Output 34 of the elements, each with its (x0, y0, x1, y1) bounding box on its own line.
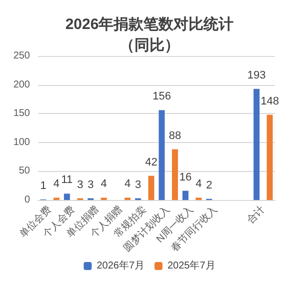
data-label: 11 (61, 174, 73, 186)
data-label: 3 (88, 178, 94, 191)
legend-label: 2025年7月 (168, 260, 216, 272)
y-tick-label: 50 (18, 166, 30, 177)
data-label: 156 (152, 90, 171, 103)
data-label: 148 (260, 95, 279, 108)
x-tick-label: 合计 (244, 203, 268, 226)
data-label: 16 (179, 171, 192, 184)
bar (266, 114, 273, 200)
data-label: 88 (168, 130, 182, 142)
bar (158, 110, 165, 200)
y-tick-label: 200 (13, 79, 30, 90)
bar (254, 88, 260, 200)
data-label: 4 (53, 178, 60, 190)
y-tick-label: 250 (13, 50, 30, 62)
data-label: 3 (134, 178, 142, 191)
data-label: 3 (77, 178, 84, 191)
data-label: 4 (100, 178, 107, 190)
chart-title: 2026年捐款笔数对比统计 (65, 16, 234, 33)
bar (64, 194, 70, 200)
data-label: 4 (124, 178, 131, 190)
data-label: 1 (40, 180, 46, 192)
y-tick-label: 150 (13, 108, 30, 120)
data-label: 193 (247, 69, 266, 82)
bar (148, 176, 154, 200)
data-label: 2 (206, 179, 212, 192)
y-tick-label: 0 (24, 194, 30, 206)
data-label: 4 (196, 178, 202, 190)
y-tick-label: 100 (13, 136, 30, 148)
bar (182, 190, 188, 200)
data-label: 42 (145, 156, 158, 168)
chart-subtitle: （同比） (120, 37, 180, 54)
legend-label: 2026年7月 (96, 260, 145, 272)
bar (172, 149, 178, 200)
